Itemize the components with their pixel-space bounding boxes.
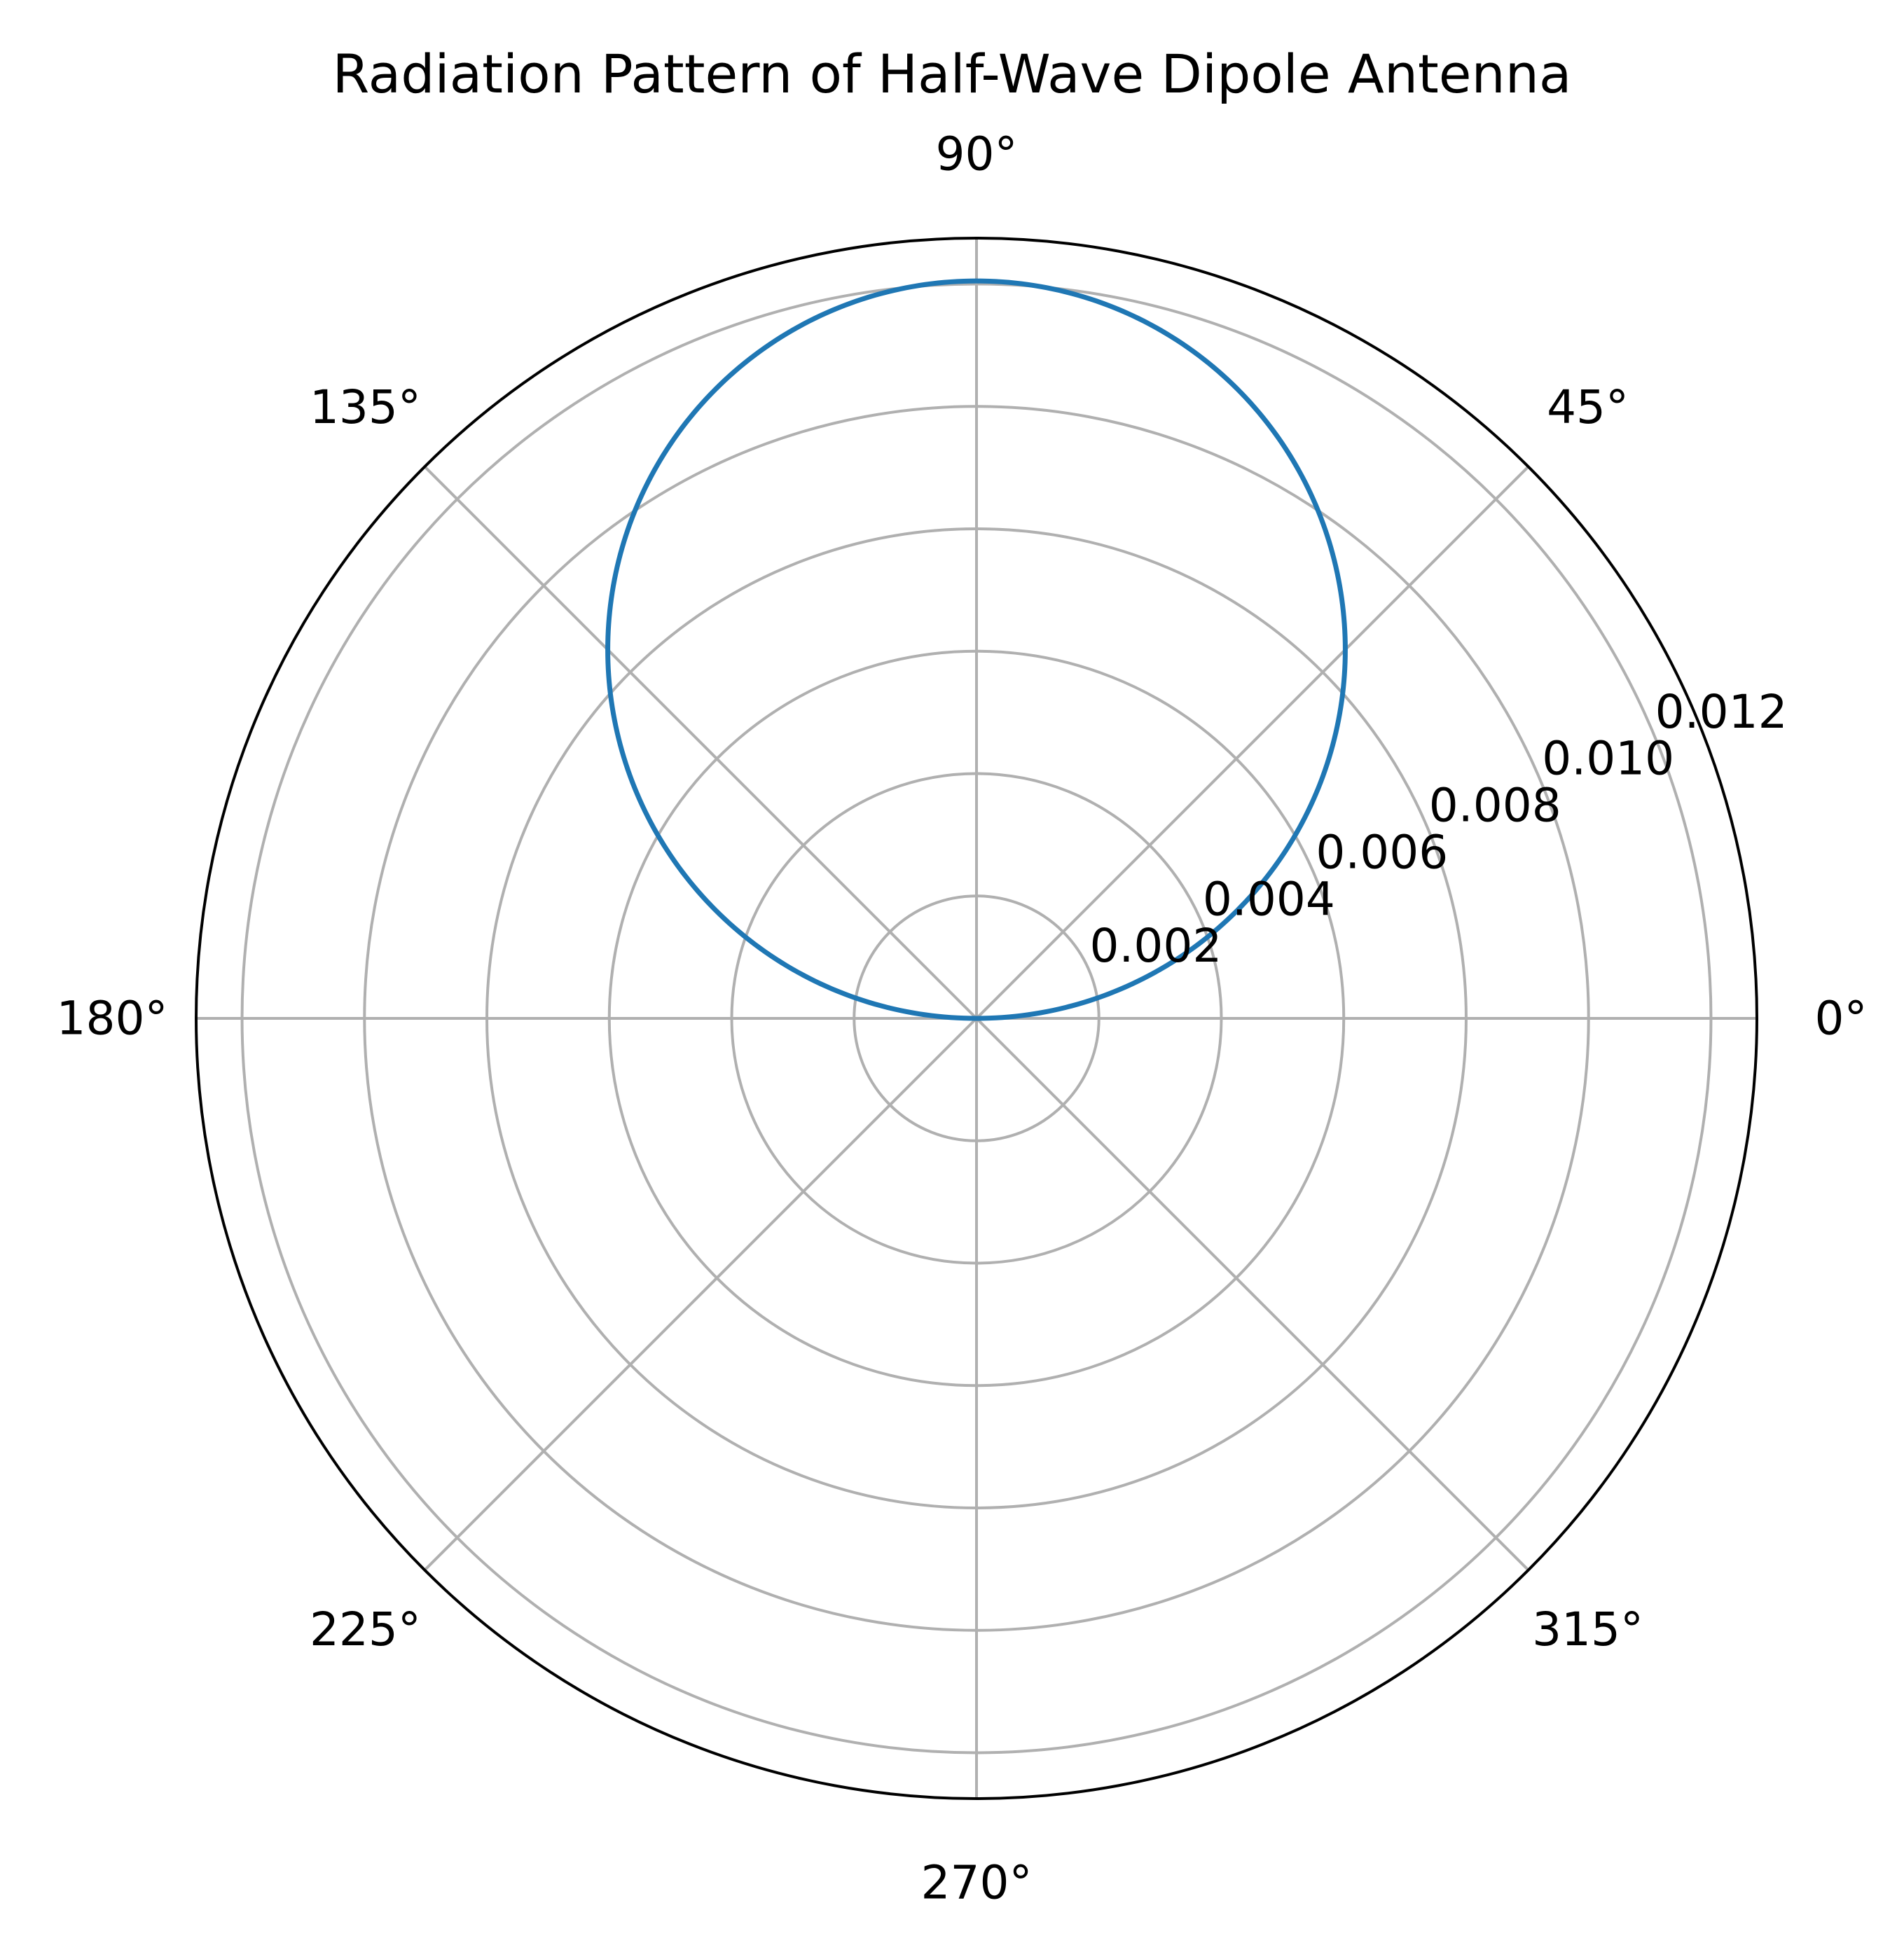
angular-tick-label-7: 315°: [1532, 1603, 1643, 1656]
angular-gridline-3: [423, 465, 978, 1020]
angular-gridline-1: [975, 465, 1530, 1020]
angular-gridline-5: [423, 1017, 978, 1572]
angular-gridline-7: [975, 1017, 1530, 1572]
angular-tick-label-6: 270°: [921, 1856, 1033, 1910]
angular-tick-label-4: 180°: [57, 992, 168, 1046]
angular-gridlines: [196, 238, 1757, 1799]
radial-tick-label-4: 0.010: [1542, 732, 1674, 786]
angular-tick-label-0: 0°: [1815, 992, 1868, 1046]
chart-title: Radiation Pattern of Half-Wave Dipole An…: [333, 43, 1572, 105]
series-line-0: [605, 278, 1348, 1021]
radial-tick-label-5: 0.012: [1655, 685, 1788, 739]
polar-spine: [195, 237, 1758, 1800]
angular-tick-labels: 0° 45° 90° 135° 180° 225° 270° 315°: [57, 127, 1868, 1910]
series-layer: [605, 278, 1348, 1021]
radial-tick-label-2: 0.006: [1316, 825, 1448, 879]
radial-tick-label-1: 0.004: [1203, 872, 1335, 926]
radial-tick-label-3: 0.008: [1429, 779, 1561, 833]
angular-tick-label-1: 45°: [1547, 380, 1629, 434]
radial-tick-label-0: 0.002: [1089, 919, 1222, 973]
angular-tick-label-5: 225°: [310, 1603, 421, 1656]
angular-tick-label-2: 90°: [936, 127, 1018, 181]
angular-tick-label-3: 135°: [310, 380, 421, 434]
